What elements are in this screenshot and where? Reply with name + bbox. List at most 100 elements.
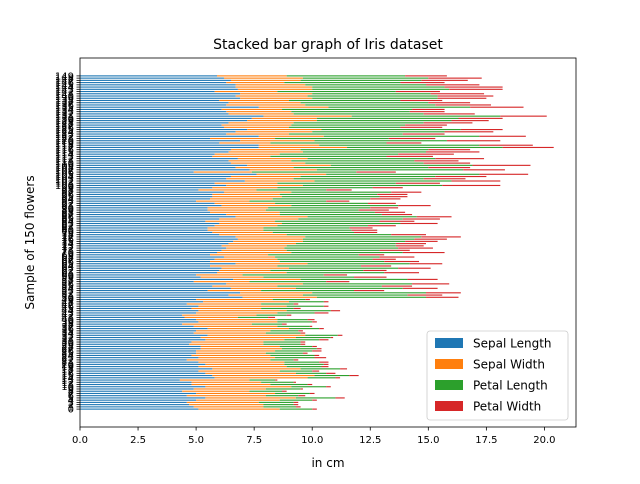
y-tick-label-8: 8 xyxy=(68,387,74,398)
bar-sepal-width-89 xyxy=(207,209,266,211)
bar-sepal-length-138 xyxy=(80,99,220,102)
y-tick-label-79: 79 xyxy=(61,228,74,239)
bar-sepal-width-61 xyxy=(217,272,287,274)
y-tick-label-107: 107 xyxy=(55,165,74,176)
bar-petal-length-135 xyxy=(328,106,471,108)
bar-petal-length-5 xyxy=(295,397,336,399)
bar-petal-length-0 xyxy=(279,408,313,410)
y-tick-label-70: 70 xyxy=(61,248,74,259)
bar-petal-width-52 xyxy=(425,292,461,294)
bar-sepal-width-44 xyxy=(198,310,287,312)
bar-petal-width-108 xyxy=(428,167,471,169)
bar-sepal-width-123 xyxy=(226,133,289,135)
bar-petal-width-30 xyxy=(300,341,306,343)
bar-petal-width-79 xyxy=(354,231,378,233)
bar-petal-width-54 xyxy=(402,287,438,289)
bar-petal-length-59 xyxy=(263,276,355,278)
bar-sepal-length-58 xyxy=(80,278,234,280)
y-tick-label-83: 83 xyxy=(61,219,74,230)
bar-petal-width-127 xyxy=(405,124,447,126)
bar-sepal-width-81 xyxy=(207,227,264,229)
bar-petal-length-28 xyxy=(279,345,313,348)
bar-petal-width-96 xyxy=(377,193,408,195)
bar-sepal-width-128 xyxy=(228,122,294,124)
bar-petal-width-133 xyxy=(409,111,445,113)
bar-sepal-length-123 xyxy=(80,133,227,135)
bar-sepal-width-6 xyxy=(186,395,266,397)
bar-sepal-length-142 xyxy=(80,90,215,93)
y-tick-label-116: 116 xyxy=(55,145,74,156)
bar-petal-length-100 xyxy=(302,184,443,187)
bar-petal-width-5 xyxy=(335,397,345,399)
bar-petal-length-10 xyxy=(291,386,327,388)
bar-sepal-length-88 xyxy=(80,211,211,213)
bar-sepal-width-15 xyxy=(212,375,315,377)
bar-sepal-length-97 xyxy=(80,191,224,193)
bar-petal-length-26 xyxy=(275,350,313,352)
bar-sepal-length-29 xyxy=(80,343,190,345)
bar-petal-length-91 xyxy=(291,205,399,207)
bar-petal-width-73 xyxy=(395,245,424,247)
y-tick-label-140: 140 xyxy=(55,92,74,103)
bar-sepal-length-72 xyxy=(80,247,227,249)
bar-petal-length-31 xyxy=(284,339,320,341)
y-tick-label-45: 45 xyxy=(61,304,74,315)
bar-sepal-length-60 xyxy=(80,274,197,276)
bar-sepal-length-129 xyxy=(80,120,248,122)
bar-sepal-width-29 xyxy=(189,343,264,345)
bar-sepal-length-8 xyxy=(80,390,183,392)
y-tick-label-43: 43 xyxy=(61,308,74,319)
y-tick-label-27: 27 xyxy=(61,344,74,355)
bar-sepal-width-56 xyxy=(226,283,303,285)
y-tick-label-2: 2 xyxy=(68,400,74,411)
bar-petal-width-90 xyxy=(370,207,399,209)
bar-sepal-width-57 xyxy=(193,281,250,283)
y-tick-label-63: 63 xyxy=(61,264,74,275)
bar-sepal-width-86 xyxy=(235,216,308,218)
bar-sepal-width-60 xyxy=(196,274,243,276)
bar-sepal-width-53 xyxy=(207,290,262,292)
bar-sepal-width-10 xyxy=(205,386,292,388)
bar-petal-length-90 xyxy=(268,207,371,209)
y-tick-label-52: 52 xyxy=(61,288,74,299)
y-tick-label-147: 147 xyxy=(55,76,74,87)
y-tick-label-113: 113 xyxy=(55,152,74,163)
bar-sepal-length-115 xyxy=(80,151,229,153)
bar-petal-length-8 xyxy=(249,390,283,392)
bar-sepal-width-116 xyxy=(230,149,301,151)
bar-sepal-width-108 xyxy=(235,167,294,169)
bar-petal-width-134 xyxy=(412,108,445,110)
bar-petal-length-132 xyxy=(293,113,424,115)
bar-sepal-width-122 xyxy=(258,135,324,137)
bar-petal-width-99 xyxy=(372,187,403,189)
bar-sepal-length-6 xyxy=(80,395,187,397)
y-tick-label-124: 124 xyxy=(55,127,74,138)
bar-sepal-width-80 xyxy=(207,229,264,231)
bar-petal-width-120 xyxy=(446,140,501,142)
bar-petal-width-98 xyxy=(326,189,352,191)
y-tick-label-31: 31 xyxy=(61,335,74,346)
y-tick-label-96: 96 xyxy=(61,190,74,201)
bar-petal-length-133 xyxy=(291,111,410,113)
bar-sepal-length-55 xyxy=(80,285,213,287)
bar-petal-width-61 xyxy=(384,272,420,274)
bar-petal-length-104 xyxy=(300,175,436,178)
bar-sepal-length-56 xyxy=(80,283,227,285)
bar-petal-length-29 xyxy=(263,343,301,345)
bar-petal-width-69 xyxy=(358,254,385,256)
y-tick-label-53: 53 xyxy=(61,286,74,297)
bar-petal-length-97 xyxy=(291,191,392,193)
y-tick-label-51: 51 xyxy=(61,291,74,302)
bar-petal-length-95 xyxy=(282,196,380,198)
y-tick-label-95: 95 xyxy=(61,192,74,203)
bar-sepal-length-26 xyxy=(80,350,197,352)
bar-petal-width-13 xyxy=(275,379,278,381)
bar-sepal-width-136 xyxy=(226,104,306,106)
y-tick-label-16: 16 xyxy=(61,369,74,380)
y-tick-label-1: 1 xyxy=(68,402,74,413)
y-tick-label-61: 61 xyxy=(61,268,74,279)
bar-sepal-length-94 xyxy=(80,198,211,200)
y-tick-label-81: 81 xyxy=(61,223,74,234)
bar-sepal-width-22 xyxy=(186,359,271,361)
